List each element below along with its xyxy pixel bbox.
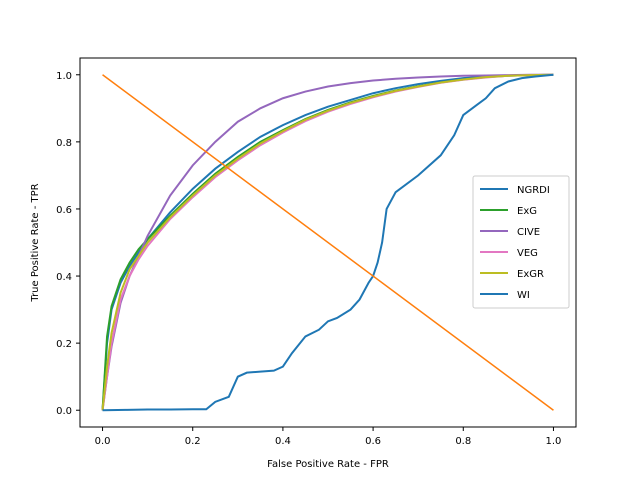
legend-label-exg: ExG: [517, 206, 537, 217]
legend-label-ngrdi: NGRDI: [517, 185, 550, 196]
y-tick-label: 0.4: [56, 272, 72, 283]
y-tick-label: 0.2: [56, 339, 72, 350]
series-line-wi: [102, 73, 554, 412]
series-line-diagonal: [102, 74, 554, 411]
y-tick-label: 0.8: [56, 138, 72, 149]
x-axis-label: False Positive Rate - FPR: [267, 459, 389, 470]
y-tick-label: 1.0: [56, 71, 72, 82]
x-tick-label: 0.2: [185, 436, 201, 447]
plot-frame: [79, 57, 577, 428]
legend-label-exgr: ExGR: [517, 269, 544, 280]
legend-label-cive: CIVE: [517, 227, 540, 238]
axes: 0.0 0.2 0.4 0.6 0.8 1.0 0.0 0.2 0.4 0.6 0.8 1.0: [56, 57, 577, 447]
plot-area: [101, 73, 554, 412]
legend-label-veg: VEG: [517, 248, 538, 259]
series-line-ngrdi: [101, 73, 554, 411]
legend: NGRDI ExG CIVE VEG ExGR WI: [472, 175, 570, 309]
y-axis-label: True Positive Rate - TPR: [30, 183, 41, 302]
x-tick-label: 1.0: [546, 436, 562, 447]
x-tick-label: 0.0: [95, 436, 111, 447]
series-line-exgr: [101, 73, 554, 411]
x-tick-label: 0.6: [365, 436, 381, 447]
y-tick-label: 0.0: [56, 406, 72, 417]
x-tick-label: 0.8: [455, 436, 471, 447]
x-tick-label: 0.4: [275, 436, 291, 447]
legend-label-wi: WI: [517, 290, 530, 301]
y-tick-label: 0.6: [56, 205, 72, 216]
